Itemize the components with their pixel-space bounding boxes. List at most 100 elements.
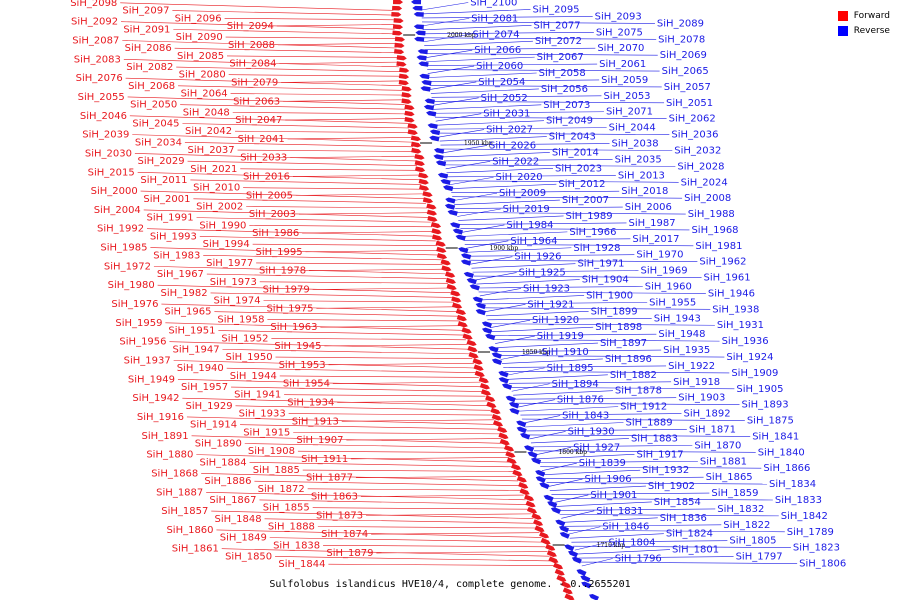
gene-label-forward: SiH_1855: [263, 503, 310, 514]
gene-label-reverse: SiH_1981: [695, 241, 742, 252]
gene-label-forward: SiH_2047: [235, 115, 282, 126]
forward-gene-mark: [394, 42, 405, 48]
leader-line: [574, 542, 607, 551]
leader-line: [437, 127, 607, 130]
reverse-gene-mark: [437, 172, 449, 179]
leader-line: [259, 281, 449, 284]
gene-label-reverse: SiH_1906: [584, 474, 631, 485]
leader-line: [492, 333, 657, 336]
leader-line: [127, 96, 405, 105]
leader-line: [506, 367, 545, 376]
leader-line: [493, 339, 720, 342]
forward-gene-mark: [531, 513, 542, 520]
gene-label-reverse: SiH_2089: [657, 18, 704, 29]
reverse-gene-mark: [475, 308, 486, 316]
leader-line: [478, 291, 706, 294]
gene-label-forward: SiH_1947: [172, 344, 219, 355]
gene-label-forward: SiH_2039: [82, 130, 129, 141]
gene-label-reverse: SiH_2006: [625, 202, 672, 213]
gene-label-reverse: SiH_1912: [620, 402, 667, 413]
forward-gene-mark: [393, 48, 405, 55]
forward-gene-mark: [553, 562, 564, 570]
leader-line: [567, 526, 601, 535]
forward-gene-mark: [451, 296, 462, 303]
gene-label-forward: SiH_1861: [172, 544, 219, 555]
leader-line: [225, 36, 396, 39]
leader-line: [157, 284, 451, 294]
gene-label-reverse: SiH_2044: [609, 123, 656, 134]
leader-line: [196, 454, 511, 463]
leader-line: [430, 81, 477, 90]
reverse-gene-mark: [531, 457, 542, 465]
gene-label-forward: SiH_2064: [181, 89, 228, 100]
leader-line: [464, 244, 694, 247]
leader-line: [469, 259, 698, 262]
gene-label-reverse: SiH_2020: [496, 172, 543, 183]
reverse-gene-mark: [419, 73, 430, 80]
gene-label-reverse: SiH_2028: [677, 161, 724, 172]
leader-line: [283, 99, 404, 102]
gene-label-forward: SiH_1911: [301, 454, 348, 465]
leader-line: [453, 192, 498, 201]
reverse-gene-mark: [485, 333, 496, 341]
legend-label-reverse: Reverse: [853, 25, 890, 36]
gene-label-reverse: SiH_1896: [605, 354, 652, 365]
reverse-gene-mark: [461, 253, 472, 260]
leader-line: [191, 435, 504, 444]
leader-line: [173, 29, 396, 35]
gene-label-reverse: SiH_1843: [562, 411, 609, 422]
leader-line: [578, 556, 734, 559]
reverse-gene-mark: [581, 581, 592, 589]
gene-label-forward: SiH_2079: [231, 77, 278, 88]
gene-label-reverse: SiH_1870: [694, 440, 741, 451]
reverse-gene-mark: [580, 575, 591, 583]
leader-line: [129, 115, 409, 124]
reverse-gene-mark: [440, 178, 451, 185]
leader-line: [561, 510, 595, 519]
reverse-gene-mark: [481, 321, 493, 328]
leader-line: [430, 88, 539, 94]
gene-label-forward: SiH_1972: [104, 261, 151, 272]
reverse-gene-mark: [423, 104, 435, 111]
gene-label-reverse: SiH_1932: [642, 465, 689, 476]
forward-gene-mark: [414, 153, 425, 160]
gene-label-forward: SiH_2048: [183, 107, 230, 118]
reverse-gene-mark: [524, 445, 535, 452]
gene-label-reverse: SiH_2056: [541, 84, 588, 95]
leader-line: [549, 485, 646, 491]
leader-line: [486, 311, 589, 317]
leader-line: [500, 351, 540, 360]
gene-label-forward: SiH_1973: [210, 277, 257, 288]
leader-line: [290, 155, 415, 159]
gene-label-forward: SiH_1985: [100, 243, 147, 254]
leader-line: [448, 180, 679, 183]
gene-label-reverse: SiH_1902: [648, 481, 695, 492]
forward-gene-mark: [499, 438, 510, 446]
leader-line: [226, 367, 478, 374]
forward-gene-mark: [554, 568, 565, 576]
gene-label-reverse: SiH_1988: [688, 209, 735, 220]
reverse-gene-mark: [444, 203, 456, 210]
forward-gene-mark: [393, 18, 404, 24]
gene-label-reverse: SiH_2095: [532, 4, 579, 15]
leader-line: [271, 337, 466, 341]
leader-line: [516, 402, 740, 405]
reverse-gene-mark: [458, 247, 469, 254]
leader-line: [421, 16, 593, 19]
leader-line: [259, 499, 528, 505]
gene-label-reverse: SiH_1925: [519, 268, 566, 279]
reverse-gene-mark: [543, 494, 554, 502]
gene-label-reverse: SiH_1841: [752, 431, 799, 442]
reverse-gene-mark: [588, 593, 600, 600]
leader-line: [576, 549, 671, 555]
leader-line: [499, 355, 725, 358]
leader-line: [439, 136, 547, 142]
forward-gene-mark: [539, 531, 550, 539]
forward-gene-mark: [548, 556, 559, 564]
gene-label-reverse: SiH_1894: [552, 379, 599, 390]
reverse-gene-mark: [539, 482, 550, 490]
reverse-gene-mark: [508, 401, 520, 409]
leader-line: [328, 563, 554, 566]
forward-gene-mark: [457, 321, 468, 328]
leader-line: [346, 438, 502, 441]
